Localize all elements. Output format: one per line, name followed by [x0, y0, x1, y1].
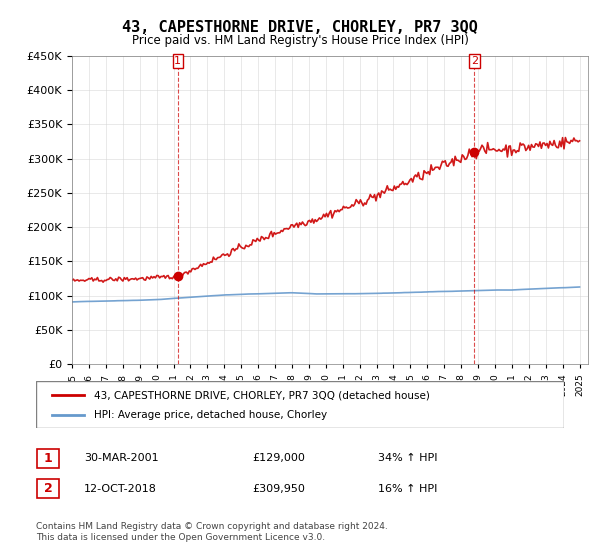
FancyBboxPatch shape — [37, 449, 59, 468]
Text: £129,000: £129,000 — [252, 453, 305, 463]
Text: This data is licensed under the Open Government Licence v3.0.: This data is licensed under the Open Gov… — [36, 533, 325, 542]
Text: 12-OCT-2018: 12-OCT-2018 — [84, 484, 157, 494]
Text: 43, CAPESTHORNE DRIVE, CHORLEY, PR7 3QQ (detached house): 43, CAPESTHORNE DRIVE, CHORLEY, PR7 3QQ … — [94, 390, 430, 400]
Text: £309,950: £309,950 — [252, 484, 305, 494]
Text: 1: 1 — [44, 451, 52, 465]
FancyBboxPatch shape — [36, 381, 564, 428]
Text: 43, CAPESTHORNE DRIVE, CHORLEY, PR7 3QQ: 43, CAPESTHORNE DRIVE, CHORLEY, PR7 3QQ — [122, 20, 478, 35]
Text: 30-MAR-2001: 30-MAR-2001 — [84, 453, 158, 463]
Text: 2: 2 — [44, 482, 52, 496]
Text: Price paid vs. HM Land Registry's House Price Index (HPI): Price paid vs. HM Land Registry's House … — [131, 34, 469, 46]
FancyBboxPatch shape — [37, 479, 59, 498]
Text: Contains HM Land Registry data © Crown copyright and database right 2024.: Contains HM Land Registry data © Crown c… — [36, 522, 388, 531]
Text: 2: 2 — [471, 56, 478, 66]
Text: 34% ↑ HPI: 34% ↑ HPI — [378, 453, 437, 463]
Text: 1: 1 — [174, 56, 181, 66]
Text: HPI: Average price, detached house, Chorley: HPI: Average price, detached house, Chor… — [94, 410, 327, 420]
Text: 16% ↑ HPI: 16% ↑ HPI — [378, 484, 437, 494]
